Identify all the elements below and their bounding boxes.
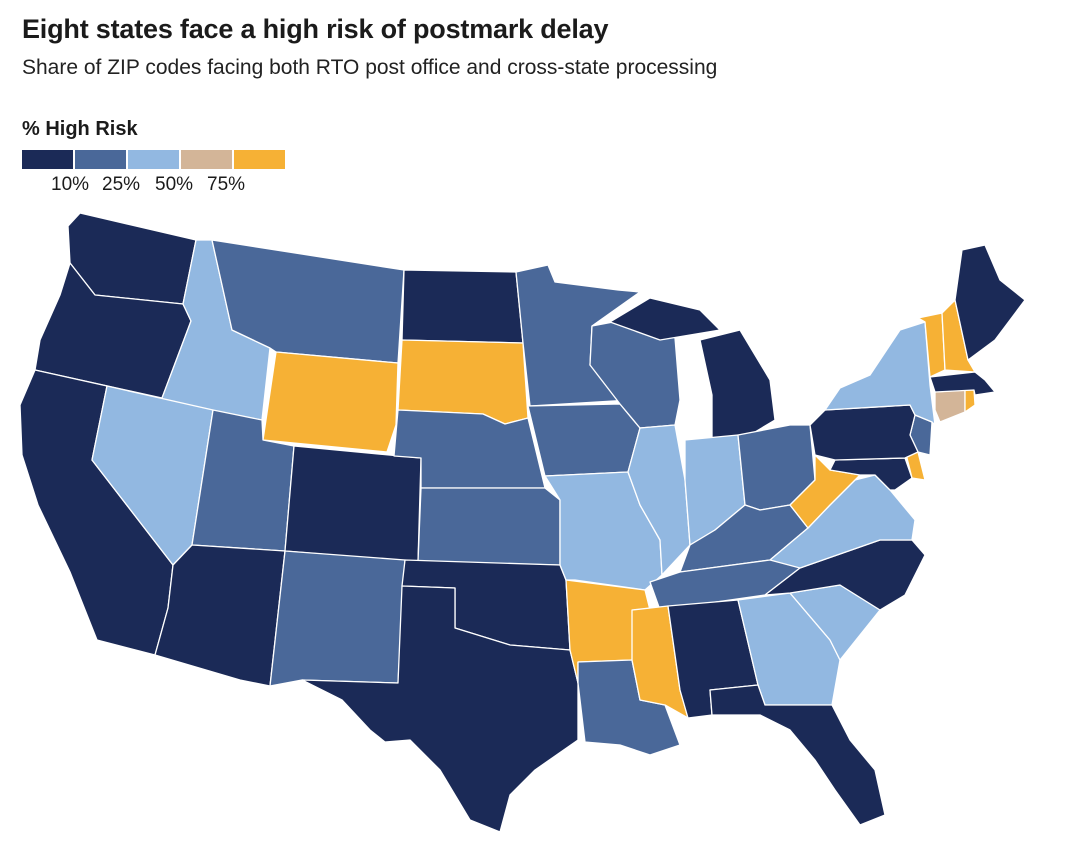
- legend-tick-25: 25%: [102, 174, 141, 195]
- state-fl: [709, 684, 886, 826]
- state-mi: [609, 297, 776, 441]
- legend-tick-75: 75%: [207, 174, 246, 195]
- legend-swatch-0: [22, 150, 73, 169]
- state-me: [954, 244, 1026, 361]
- state-ma: [929, 371, 996, 396]
- state-az: [154, 544, 286, 687]
- us-states-map: [19, 212, 1026, 833]
- state-nm: [269, 550, 406, 687]
- state-ny: [824, 321, 936, 426]
- legend-title: % High Risk: [22, 118, 138, 140]
- chart-subtitle: Share of ZIP codes facing both RTO post …: [22, 56, 718, 79]
- state-co: [284, 445, 422, 563]
- legend-color-bar: [22, 150, 287, 169]
- legend-tick-10: 10%: [51, 174, 90, 195]
- state-vt: [917, 312, 946, 378]
- state-tx: [301, 585, 579, 833]
- legend-tick-50: 50%: [155, 174, 194, 195]
- legend-swatch-3: [181, 150, 232, 169]
- state-md: [829, 457, 913, 491]
- state-pa: [809, 404, 919, 461]
- legend-swatch-2: [128, 150, 179, 169]
- chart-title: Eight states face a high risk of postmar…: [22, 14, 609, 44]
- state-il: [627, 424, 691, 576]
- state-wy: [262, 351, 399, 453]
- state-ct: [934, 389, 966, 423]
- legend-swatch-1: [75, 150, 126, 169]
- state-nh: [941, 299, 976, 373]
- state-ri: [964, 389, 976, 413]
- state-nd: [401, 269, 524, 344]
- state-ks: [417, 487, 561, 566]
- state-ia: [527, 403, 641, 477]
- legend-swatch-4: [234, 150, 285, 169]
